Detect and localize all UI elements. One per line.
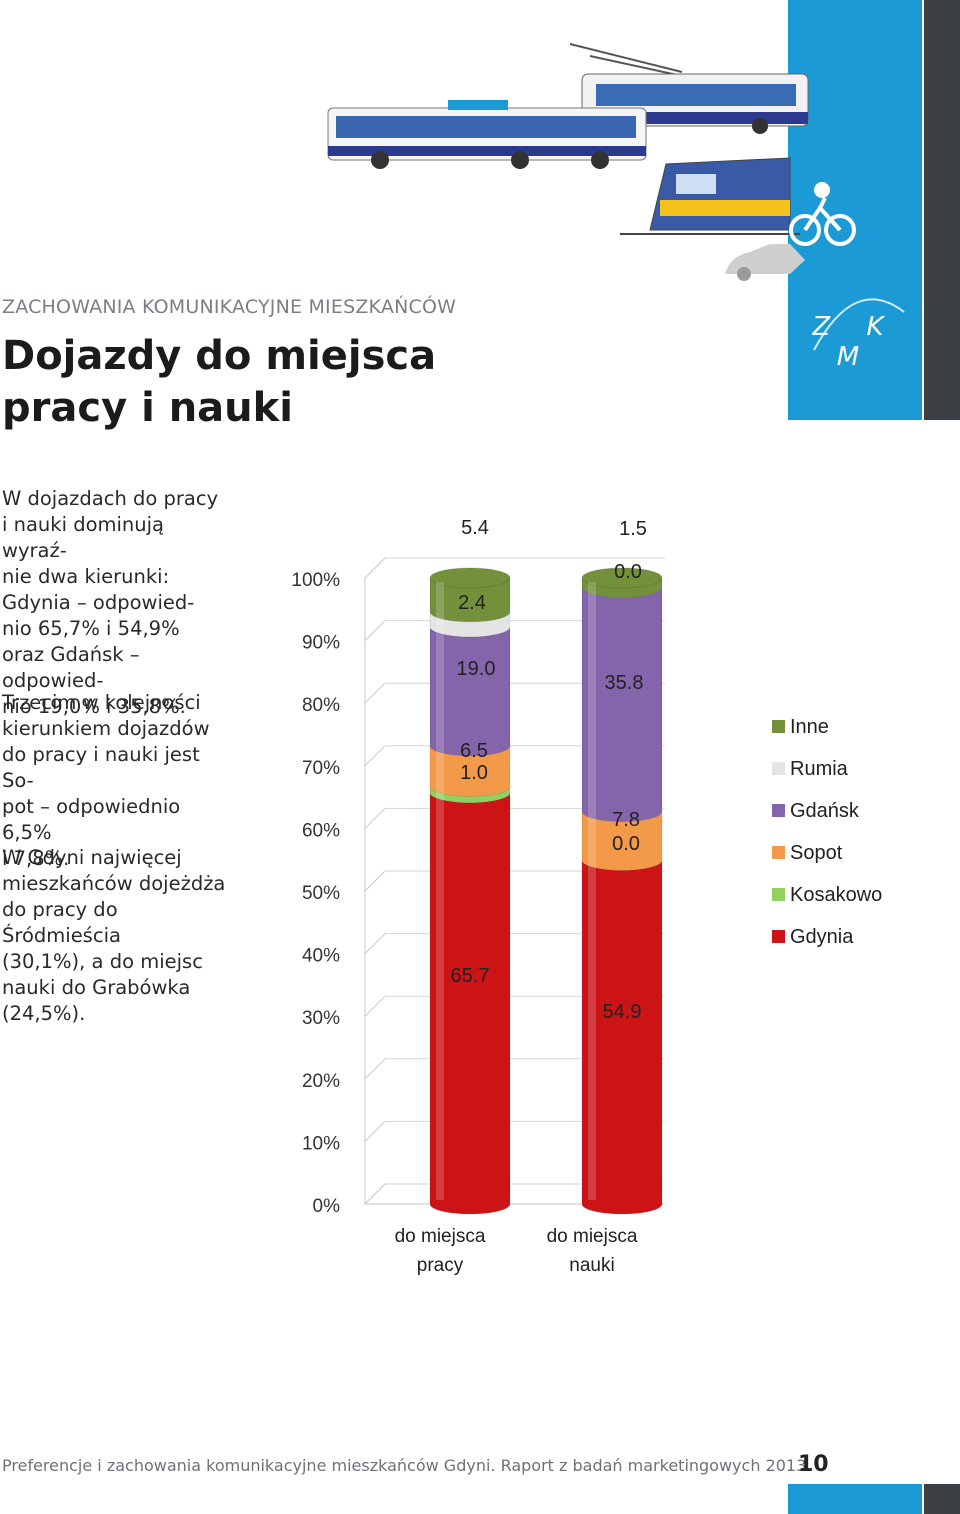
paragraph-line: i nauki dominują wyraź- (2, 513, 164, 562)
paragraph-line: do pracy do Śródmieścia (2, 898, 121, 947)
x-category-label: nauki (569, 1255, 614, 1276)
cyclist-icon (789, 182, 856, 246)
data-label-rumia: 0.0 (614, 561, 642, 583)
legend-label-inne: Inne (790, 716, 829, 738)
data-label-sopot: 6.5 (460, 740, 488, 762)
x-category-label: do miejsca (395, 1226, 486, 1247)
paragraph-line: nio 19,0% i 35,8%. (2, 695, 186, 718)
legend-label-rumia: Rumia (790, 758, 849, 780)
gridline-depth (364, 808, 386, 829)
legend-swatch-gdynia (772, 930, 785, 943)
footer-text: Preferencje i zachowania komunikacyjne m… (2, 1456, 807, 1475)
x-category-label: pracy (417, 1255, 464, 1276)
car-icon (725, 244, 805, 281)
data-label-inne: 1.5 (619, 518, 647, 540)
transport-illustration (327, 43, 856, 281)
zkm-logo-text: Z K M (812, 312, 898, 372)
legend-label-gdańsk: Gdańsk (790, 800, 860, 822)
data-label-sopot: 7.8 (612, 809, 640, 831)
paragraph-3: W Gdyni najwięcej mieszkańców dojeżdża d… (2, 845, 232, 1027)
gridline-depth (364, 620, 386, 641)
paragraph-line: (30,1%), a do miejsc (2, 950, 203, 973)
brand-band (788, 0, 922, 420)
footer-band (788, 1484, 922, 1514)
legend-label-sopot: Sopot (790, 842, 843, 864)
page-title-line2: pracy i nauki (2, 385, 293, 431)
gridline-depth (364, 682, 386, 704)
gridline-depth (364, 1183, 386, 1205)
paragraph-line: pot – odpowiednio 6,5% (2, 795, 181, 844)
data-label-rumia: 2.4 (458, 592, 486, 614)
y-tick-label: 20% (302, 1071, 340, 1092)
paragraph-line: W Gdyni najwięcej (2, 846, 182, 869)
page-title: Dojazdy do miejsca pracy i nauki (2, 330, 436, 434)
y-tick-label: 10% (302, 1133, 340, 1154)
y-tick-label: 50% (302, 883, 340, 904)
stacked-bar-chart: 0% 10% 20% 30% 40% 50% 60% 70% 80% 90% 100% do miej… (291, 517, 882, 1276)
y-tick-label: 80% (302, 695, 340, 716)
data-label-gdynia: 54.9 (603, 1001, 642, 1023)
bar-highlight (436, 582, 444, 1200)
legend-swatch-rumia (772, 762, 785, 775)
bar-top (429, 567, 511, 589)
legend-swatch-inne (772, 720, 785, 733)
bar-top (581, 567, 663, 589)
paragraph-line: oraz Gdańsk – odpowied- (2, 643, 140, 692)
brand-band-dark (924, 0, 960, 420)
paragraph-1: W dojazdach do pracy i nauki dominują wy… (2, 486, 232, 720)
y-tick-label: 100% (291, 570, 340, 591)
paragraph-line: do pracy i nauki jest So- (2, 743, 200, 792)
paragraph-line: Trzecim w kolejności (2, 691, 201, 714)
legend-swatch-sopot (772, 846, 785, 859)
gridline-depth (364, 870, 386, 892)
y-tick-label: 30% (302, 1008, 340, 1029)
gridline-depth (364, 1058, 386, 1080)
zkm-logo: Z K M (800, 282, 910, 372)
paragraph-line: mieszkańców dojeżdża (2, 872, 226, 895)
data-label-gdańsk: 35.8 (605, 672, 644, 694)
paragraph-2: Trzecim w kolejności kierunkiem dojazdów… (2, 690, 232, 872)
y-tick-label: 90% (302, 633, 340, 654)
paragraph-line: W dojazdach do pracy (2, 487, 219, 510)
gridline-depth (364, 995, 386, 1017)
train-icon (620, 157, 800, 235)
data-label-inne: 5.4 (461, 517, 489, 539)
section-label: ZACHOWANIA KOMUNIKACYJNE MIESZKAŃCÓW (2, 296, 457, 318)
bar-highlight (588, 582, 596, 1200)
data-label-kosakowo: 0.0 (612, 833, 640, 855)
gridline-depth (364, 1121, 386, 1142)
paragraph-line: nauki do Grabówka (2, 976, 191, 999)
page-number: 10 (798, 1452, 829, 1477)
legend-label-gdynia: Gdynia (790, 926, 854, 948)
paragraph-line: nio 65,7% i 54,9% (2, 617, 180, 640)
footer-band-dark (924, 1484, 960, 1514)
data-label-kosakowo: 1.0 (460, 762, 488, 784)
paragraph-line: (24,5%). (2, 1002, 86, 1025)
gridline-depth (364, 557, 386, 579)
data-label-gdynia: 65.7 (451, 965, 490, 987)
paragraph-line: nie dwa kierunki: (2, 565, 170, 588)
y-tick-label: 40% (302, 946, 340, 967)
gridline-depth (364, 933, 386, 954)
legend-label-kosakowo: Kosakowo (790, 884, 882, 906)
y-tick-label: 70% (302, 758, 340, 779)
legend-swatch-gdańsk (772, 804, 785, 817)
page-title-line1: Dojazdy do miejsca (2, 333, 437, 379)
paragraph-line: Gdynia – odpowied- (2, 591, 195, 614)
x-category-label: do miejsca (547, 1226, 638, 1247)
data-label-gdańsk: 19.0 (457, 658, 496, 680)
legend-swatch-kosakowo (772, 888, 785, 901)
bus-icon (327, 100, 647, 169)
paragraph-line: kierunkiem dojazdów (2, 717, 210, 740)
paragraph-line: i 7,8%. (2, 847, 70, 870)
y-tick-label: 0% (313, 1196, 341, 1217)
gridline-depth (364, 745, 386, 767)
y-tick-label: 60% (302, 820, 340, 841)
